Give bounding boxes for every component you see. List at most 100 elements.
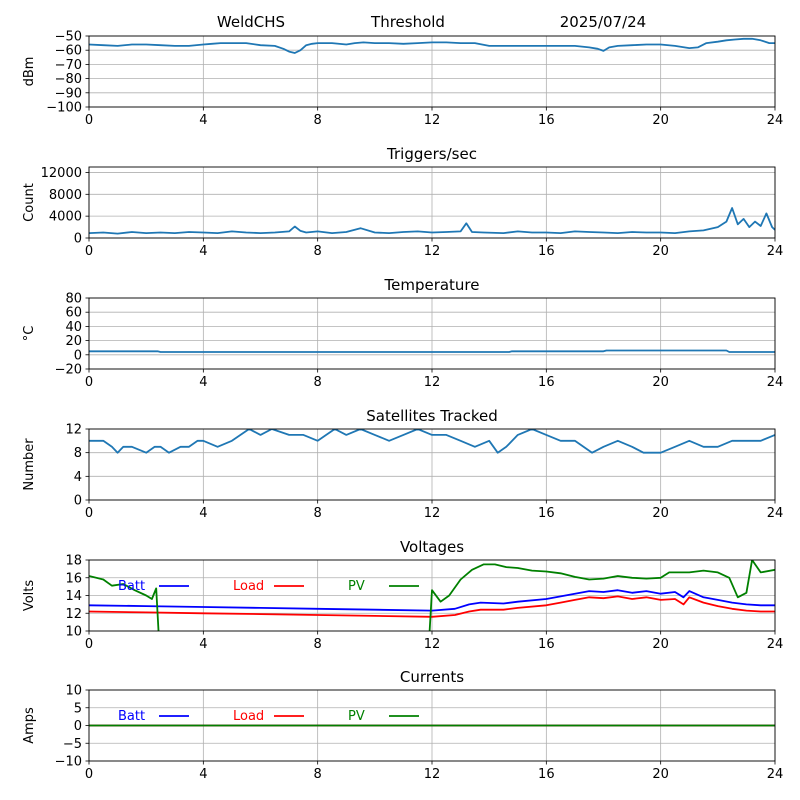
series-line-0	[89, 349, 775, 353]
y-tick-label: 60	[65, 306, 82, 321]
legend-label: Batt	[118, 709, 145, 724]
x-tick-label: 12	[424, 767, 441, 782]
y-tick-label: −70	[55, 58, 82, 73]
y-tick-label: 16	[65, 571, 82, 586]
series-line-0	[89, 37, 775, 54]
y-tick-label: −90	[55, 86, 82, 101]
x-tick-label: 16	[538, 506, 555, 521]
series-group	[89, 429, 775, 454]
x-tick-label: 16	[538, 767, 555, 782]
plot-frame	[88, 559, 776, 632]
y-tick-label: −50	[55, 30, 82, 45]
legend-label: Load	[233, 579, 264, 594]
y-tick-label: 10	[65, 684, 82, 699]
x-tick-label: 24	[767, 506, 784, 521]
chart-panel-0: 0 4 8 12 16 20 24 −100−90−80−70−60−50 dBm	[22, 30, 783, 129]
x-tick-label: 20	[652, 244, 669, 259]
y-axis-label: Number	[22, 438, 37, 491]
x-tick-label: 16	[538, 244, 555, 259]
y-tick-label: 10	[65, 625, 82, 640]
x-tick-label: 0	[85, 506, 93, 521]
x-tick-label: 8	[314, 637, 322, 652]
x-tick-label: 4	[199, 244, 207, 259]
x-tick-label: 24	[767, 375, 784, 390]
y-tick-label: −100	[46, 101, 82, 116]
series-line-pv	[89, 560, 775, 631]
panel-title: Voltages	[400, 538, 464, 556]
x-tick-label: 24	[767, 637, 784, 652]
plot-frame	[88, 166, 776, 239]
chart-panel-1: 0 4 8 12 16 20 24 0 4000 8000 12000 Triggers/sec Cou…	[22, 145, 783, 259]
x-tick-label: 8	[314, 375, 322, 390]
x-tick-label: 20	[652, 113, 669, 128]
y-tick-label: −80	[55, 72, 82, 87]
x-tick-label: 24	[767, 244, 784, 259]
y-axis-label: Amps	[22, 707, 37, 744]
series-group	[89, 37, 775, 54]
x-tick-label: 24	[767, 767, 784, 782]
y-tick-label: 12	[65, 607, 82, 622]
y-tick-label: 5	[74, 701, 82, 716]
x-tick-label: 16	[538, 113, 555, 128]
y-tick-label: 4	[74, 470, 82, 485]
y-tick-label: −60	[55, 44, 82, 59]
series-line-load	[89, 595, 775, 618]
panel-title: Temperature	[383, 276, 479, 294]
y-axis-label: Count	[22, 183, 37, 222]
x-tick-label: 20	[652, 637, 669, 652]
y-tick-label: 20	[65, 334, 82, 349]
chart-panel-3: 0 4 8 12 16 20 24 0 4 8 12 Satellites Tracked Number	[22, 407, 783, 521]
x-tick-label: 12	[424, 506, 441, 521]
x-tick-label: 4	[199, 637, 207, 652]
y-tick-label: 80	[65, 292, 82, 307]
y-tick-label: 0	[74, 719, 82, 734]
x-tick-label: 4	[199, 767, 207, 782]
y-axis-label: Volts	[22, 580, 37, 612]
station-label: WeldCHS	[217, 13, 285, 31]
x-tick-label: 12	[424, 113, 441, 128]
plot-frame	[88, 689, 776, 762]
mode-label: Threshold	[370, 13, 445, 31]
x-tick-label: 0	[85, 767, 93, 782]
y-tick-label: 12	[65, 423, 82, 438]
panel-title: Triggers/sec	[386, 145, 477, 163]
x-tick-label: 24	[767, 113, 784, 128]
y-axis-label: °C	[22, 326, 37, 342]
series-line-0	[89, 207, 775, 235]
x-tick-label: 20	[652, 506, 669, 521]
x-tick-label: 8	[314, 767, 322, 782]
panel-title: Currents	[400, 668, 464, 686]
y-tick-label: −5	[63, 737, 82, 752]
y-tick-label: 8	[74, 446, 82, 461]
x-tick-label: 0	[85, 375, 93, 390]
y-tick-label: 40	[65, 320, 82, 335]
x-tick-label: 8	[314, 506, 322, 521]
y-tick-label: −10	[55, 755, 82, 770]
plot-frame	[88, 35, 776, 108]
x-tick-label: 8	[314, 244, 322, 259]
y-tick-label: 0	[74, 494, 82, 509]
x-tick-label: 8	[314, 113, 322, 128]
y-tick-label: 14	[65, 589, 82, 604]
series-group	[89, 207, 775, 235]
series-line-batt	[89, 589, 775, 612]
x-tick-label: 0	[85, 637, 93, 652]
panel-title: Satellites Tracked	[366, 407, 497, 425]
chart-panel-4: 0 4 8 12 16 20 24 10 12 14 16 18 Voltages Volts Batt Lo…	[22, 538, 783, 652]
x-tick-label: 16	[538, 637, 555, 652]
x-tick-label: 0	[85, 113, 93, 128]
y-tick-label: 4000	[49, 210, 82, 225]
plot-frame	[88, 428, 776, 501]
y-tick-label: 12000	[41, 166, 82, 181]
legend-label: PV	[348, 579, 365, 594]
x-tick-label: 4	[199, 113, 207, 128]
legend-label: PV	[348, 709, 365, 724]
x-tick-label: 20	[652, 767, 669, 782]
series-line-0	[89, 429, 775, 454]
x-tick-label: 12	[424, 244, 441, 259]
